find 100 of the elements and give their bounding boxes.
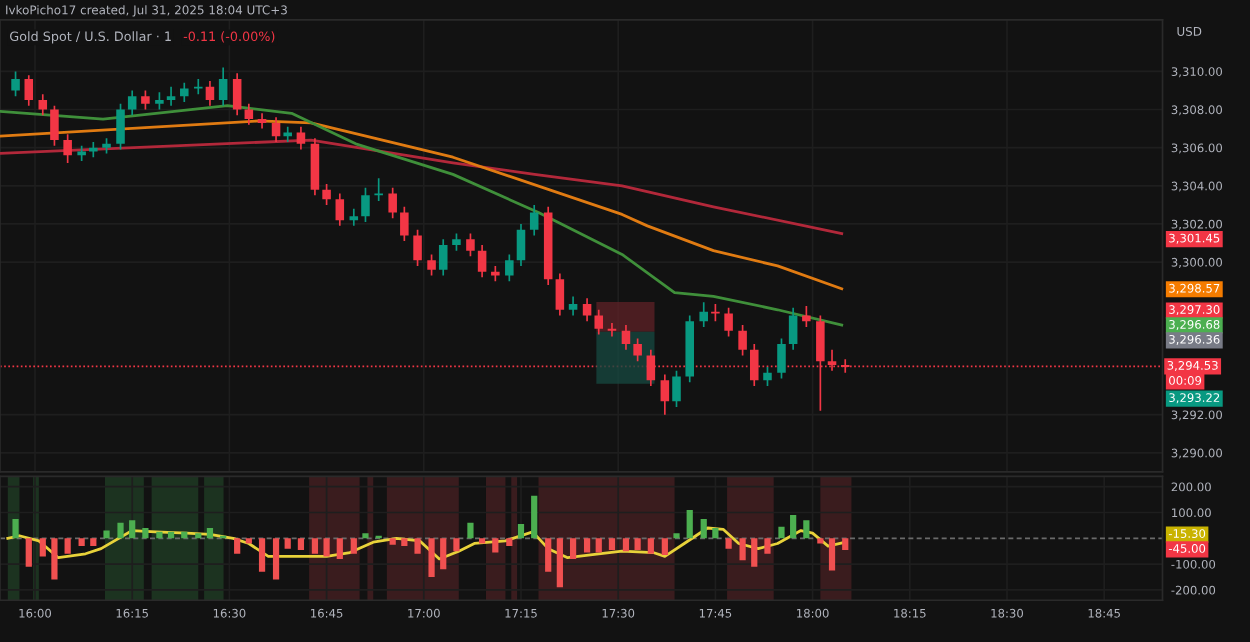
bar [142,527,149,539]
bar [725,538,732,549]
line-series [6,526,847,561]
bar [12,518,19,539]
bar [272,538,280,580]
candlestick [788,307,798,351]
line-series [0,138,844,235]
bar [414,538,421,554]
bar [467,522,474,539]
line-series [0,119,844,291]
candlestick [738,324,747,357]
candlestick [594,308,604,336]
candlestick [271,116,281,143]
bar [350,538,357,554]
bar [234,538,241,554]
bar [428,538,435,578]
candlestick [555,272,565,317]
bar [492,538,499,553]
bar [569,538,577,559]
candlestick [374,177,383,202]
bar [634,538,641,550]
candlestick [38,93,48,117]
bar [156,531,163,539]
bar [401,538,408,547]
candlestick [180,81,189,103]
bar [842,538,849,550]
candlestick [477,244,487,279]
candlestick [699,301,708,328]
candlestick [166,85,176,107]
candlestick [413,228,422,267]
bar [764,538,771,554]
bar [297,538,305,550]
bar [195,533,202,539]
bar [245,538,252,544]
bar [440,538,447,570]
bar [311,538,319,554]
bar [506,538,513,547]
candlestick [633,337,642,363]
candlestick [763,366,772,387]
bar [622,538,630,552]
candlestick [257,112,267,130]
bar [90,538,97,547]
candlestick [218,66,228,107]
candlestick [310,137,320,197]
bar [284,538,291,549]
candlestick [194,78,203,96]
bar [336,538,343,559]
bar [608,538,616,550]
bar [117,522,124,539]
bar [828,538,836,571]
bar [531,495,538,539]
bar [751,538,758,567]
bar [479,538,486,544]
bar [803,520,810,539]
candlestick [660,373,670,416]
candlestick [568,295,578,317]
candlestick [802,305,811,328]
bar [167,531,175,539]
candlestick [11,70,20,98]
bar [790,515,797,539]
candlestick [296,125,306,151]
candlestick [63,133,72,164]
candlestick [141,89,150,111]
candlestick [427,253,436,277]
bar [78,538,85,547]
bar [181,531,188,539]
candlestick [400,205,409,242]
candlestick [127,89,137,117]
bar [545,538,552,572]
candlestick [607,322,617,338]
bar [673,533,680,539]
bar [51,538,58,580]
bar [712,527,719,539]
candlestick [724,307,733,338]
bar [389,538,396,545]
bar [739,538,746,561]
candlestick [322,183,331,206]
bar [103,530,110,539]
bar [39,538,46,557]
bar [453,538,460,552]
candlestick [505,253,514,283]
candlestick [621,324,631,351]
bar [206,527,214,539]
candlestick [516,223,526,267]
candlestick [205,80,215,107]
bar [778,526,785,539]
bar [556,538,563,588]
candlestick [349,207,359,227]
bar [258,538,266,572]
bar [517,524,525,539]
candlestick [335,192,345,227]
candlestick [466,232,475,258]
candlestick [232,72,242,117]
bar [583,538,591,553]
candlestick [529,204,539,237]
candlestick [582,297,592,323]
bar [595,538,602,553]
candlestick [24,74,34,107]
candlestick [777,337,786,380]
candlestick [438,238,448,277]
